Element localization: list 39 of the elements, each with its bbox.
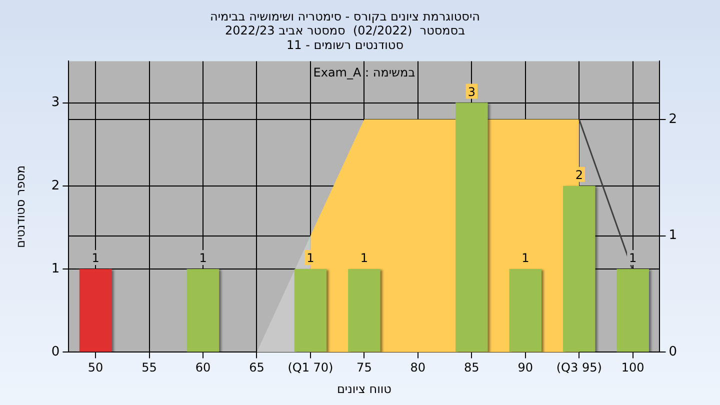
x-tick-label: 100 bbox=[621, 360, 644, 375]
data-label: 1 bbox=[360, 251, 368, 266]
data-label: 1 bbox=[522, 251, 530, 266]
y2-tick-label: 1 bbox=[668, 228, 678, 244]
data-label: 3 bbox=[468, 84, 476, 99]
annotation: Exam_A : במשימה bbox=[313, 65, 416, 80]
x-tick-label: 85 bbox=[464, 360, 480, 375]
y-tick-label: 1 bbox=[51, 261, 60, 276]
bar bbox=[616, 269, 649, 352]
x-tick-label: 80 bbox=[410, 360, 426, 375]
data-label: 1 bbox=[199, 251, 207, 266]
chart-subtitle: בסמסטר (02/2022) סמסטר אביב 2022/23 סטודנטים רשומים - 11 bbox=[224, 24, 466, 52]
data-label: 1 bbox=[306, 251, 314, 266]
y-tick-label: 3 bbox=[51, 95, 60, 110]
x-tick-label: (Q3 95) bbox=[556, 360, 602, 375]
bar bbox=[456, 102, 488, 352]
x-tick-label: 55 bbox=[142, 360, 157, 375]
bar bbox=[563, 186, 596, 352]
data-label: 2 bbox=[575, 168, 583, 182]
x-tick-label: 65 bbox=[249, 360, 264, 375]
x-tick-label: 50 bbox=[88, 360, 104, 375]
y-axis-title: מספר סטודנטים bbox=[13, 165, 28, 248]
x-tick-label: (Q1 70) bbox=[288, 360, 334, 375]
bar bbox=[79, 269, 112, 352]
data-label: 1 bbox=[92, 251, 100, 266]
x-tick-label: 90 bbox=[518, 360, 534, 375]
y-tick-label: 2 bbox=[51, 178, 60, 194]
bar bbox=[509, 269, 542, 352]
y-tick-label: 0 bbox=[51, 344, 60, 360]
data-label: 1 bbox=[629, 251, 637, 266]
bar bbox=[186, 269, 220, 352]
y2-tick-label: 0 bbox=[668, 344, 678, 360]
x-tick-label: 75 bbox=[356, 360, 372, 375]
x-axis-title: טווח ציונים bbox=[336, 382, 392, 396]
bar bbox=[348, 269, 380, 352]
chart-title: היסטוגרמת ציונים בקורס - סימטריה ושימושיה בבימיה bbox=[210, 9, 480, 24]
bar bbox=[294, 269, 327, 352]
x-tick-label: 60 bbox=[195, 360, 211, 375]
y2-tick-label: 2 bbox=[668, 112, 678, 127]
